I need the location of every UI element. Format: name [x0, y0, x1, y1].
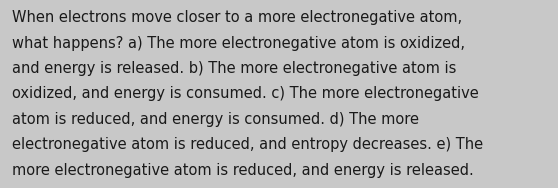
- Text: oxidized, and energy is consumed. c) The more electronegative: oxidized, and energy is consumed. c) The…: [12, 86, 479, 102]
- Text: When electrons move closer to a more electronegative atom,: When electrons move closer to a more ele…: [12, 10, 463, 25]
- Text: what happens? a) The more electronegative atom is oxidized,: what happens? a) The more electronegativ…: [12, 36, 465, 51]
- Text: atom is reduced, and energy is consumed. d) The more: atom is reduced, and energy is consumed.…: [12, 112, 419, 127]
- Text: electronegative atom is reduced, and entropy decreases. e) The: electronegative atom is reduced, and ent…: [12, 137, 483, 152]
- Text: and energy is released. b) The more electronegative atom is: and energy is released. b) The more elec…: [12, 61, 456, 76]
- Text: more electronegative atom is reduced, and energy is released.: more electronegative atom is reduced, an…: [12, 163, 474, 178]
